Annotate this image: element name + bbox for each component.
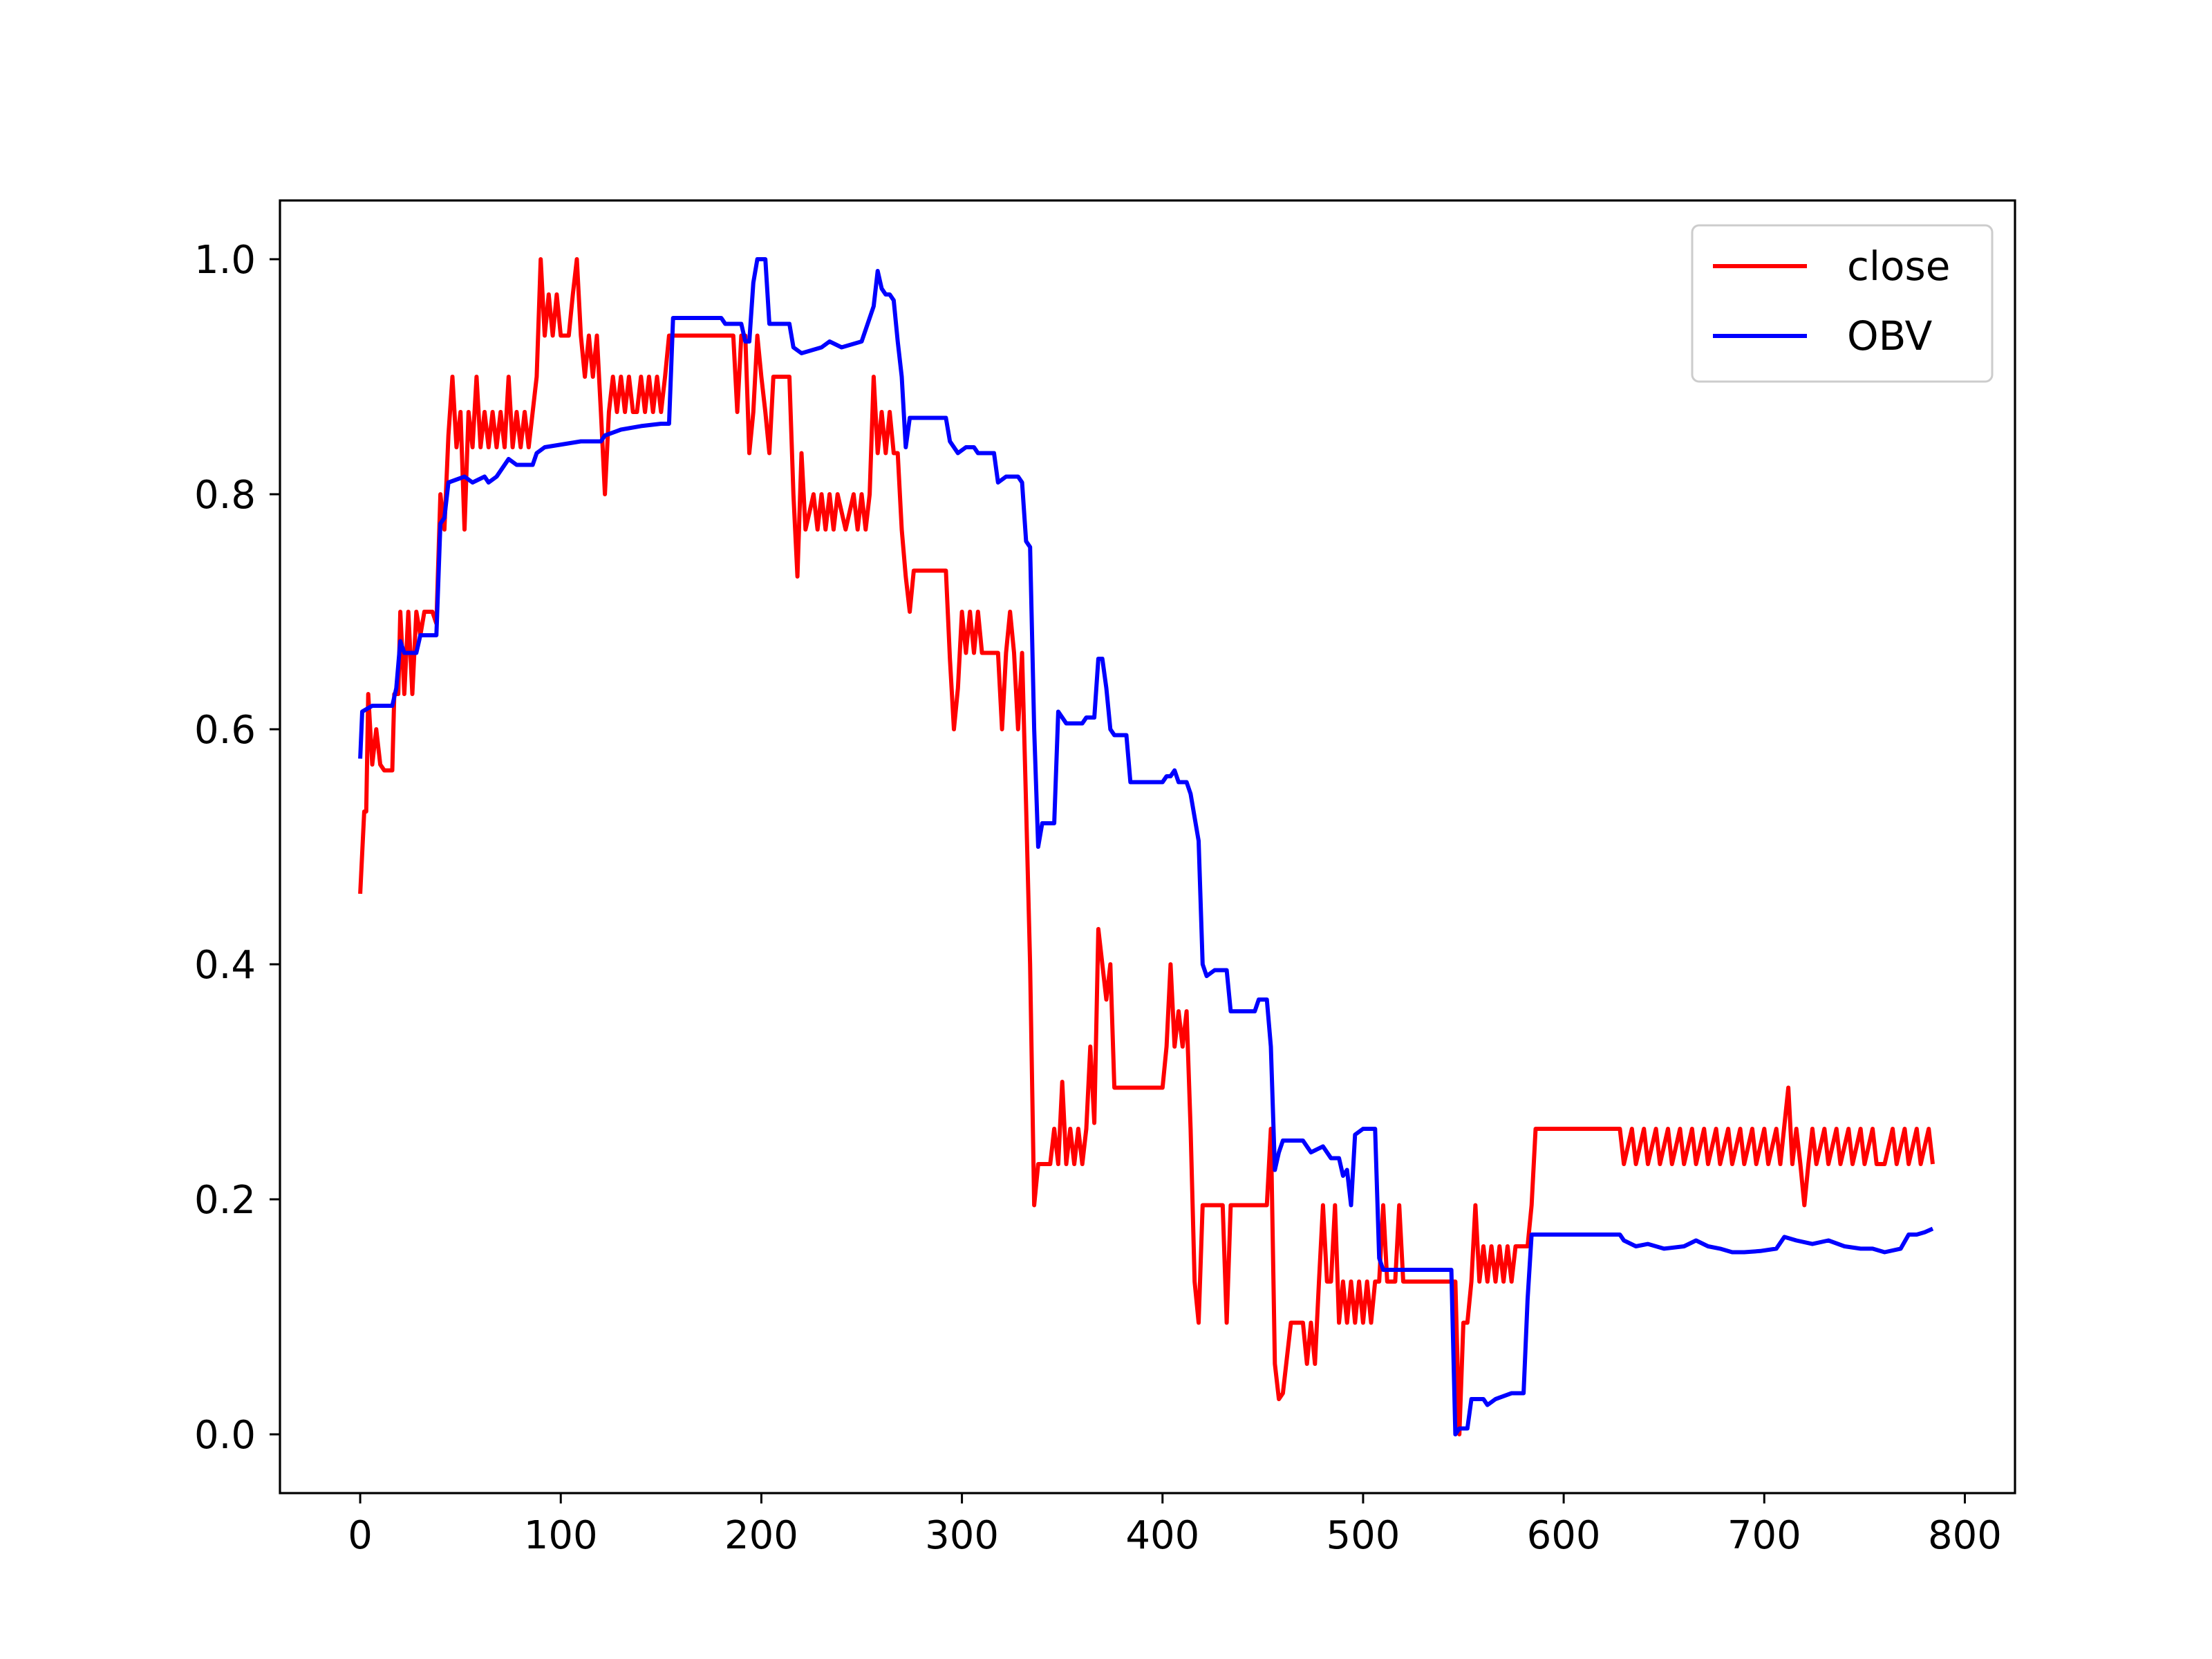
y-tick-label: 0.2 (194, 1178, 256, 1223)
series-group (358, 257, 1935, 1436)
x-tick-label: 300 (925, 1513, 999, 1558)
y-tick-label: 0.8 (194, 473, 256, 518)
legend-label-close: close (1847, 243, 1950, 290)
x-tick-label: 100 (524, 1513, 598, 1558)
x-axis: 0 100 200 300 400 500 600 700 800 (348, 1493, 2002, 1558)
x-tick-label: 500 (1326, 1513, 1400, 1558)
y-tick-label: 0.6 (194, 708, 256, 753)
x-tick-label: 600 (1527, 1513, 1601, 1558)
x-tick-label: 800 (1928, 1513, 2002, 1558)
x-tick-label: 700 (1727, 1513, 1801, 1558)
legend-label-obv: OBV (1847, 312, 1933, 359)
x-tick-label: 400 (1125, 1513, 1199, 1558)
x-tick-label: 200 (724, 1513, 798, 1558)
legend: close OBV (1691, 224, 1994, 383)
plot-area (279, 199, 2016, 1494)
series-line-close (358, 257, 1935, 1436)
y-tick-label: 0.0 (194, 1413, 256, 1458)
y-axis: 0.0 0.2 0.4 0.6 0.8 1.0 (194, 238, 280, 1458)
plot-frame (279, 199, 2016, 1494)
x-tick-label: 0 (348, 1513, 373, 1558)
y-tick-label: 1.0 (194, 238, 256, 283)
y-tick-label: 0.4 (194, 943, 256, 988)
series-line-obv (358, 257, 1934, 1436)
